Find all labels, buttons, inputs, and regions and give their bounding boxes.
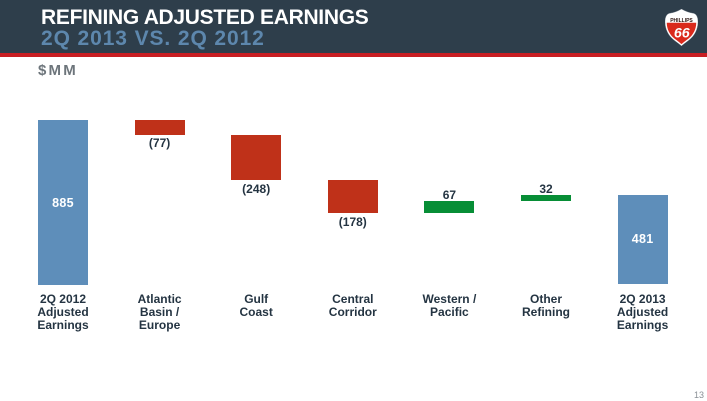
svg-text:66: 66 xyxy=(673,25,689,41)
svg-text:PHILLIPS: PHILLIPS xyxy=(670,18,693,24)
